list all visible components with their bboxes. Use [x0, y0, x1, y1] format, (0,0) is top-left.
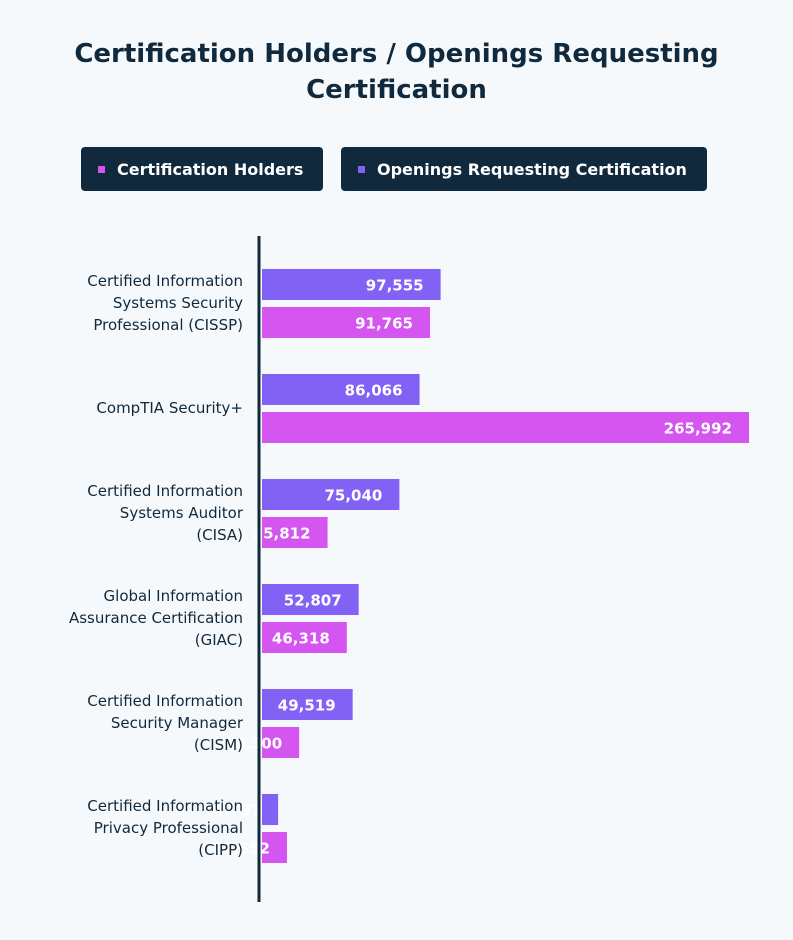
- category-label-3-line-1: Assurance Certification: [69, 609, 243, 627]
- category-label-0-line-1: Systems Security: [113, 294, 243, 312]
- data-label-holders-4: 20,300: [224, 735, 282, 753]
- data-label-openings-1: 86,066: [345, 382, 403, 400]
- category-label-3-line-2: (GIAC): [195, 631, 243, 649]
- data-label-openings-3: 52,807: [284, 592, 342, 610]
- legend-item-openings: Openings Requesting Certification: [341, 147, 707, 191]
- bar-openings-1: [262, 374, 420, 405]
- legend-swatch-openings: [358, 165, 365, 173]
- legend-swatch-holders: [98, 165, 105, 173]
- category-label-5-line-1: Privacy Professional: [94, 819, 243, 837]
- category-label-0-line-0: Certified Information: [87, 272, 243, 290]
- data-label-holders-5: 13,652: [212, 840, 270, 858]
- bar-holders-1: [262, 412, 749, 443]
- bar-holders-2: [262, 517, 328, 548]
- category-label-2-line-2: (CISA): [196, 526, 243, 544]
- bar-openings-0: [262, 269, 441, 300]
- category-label-1-line-0: CompTIA Security+: [96, 399, 243, 417]
- category-label-4-line-1: Security Manager: [111, 714, 244, 732]
- category-label-5-line-2: (CIPP): [198, 841, 243, 859]
- category-label-5-line-0: Certified Information: [87, 797, 243, 815]
- bar-holders-4: [262, 727, 300, 758]
- category-label-2-line-1: Systems Auditor: [120, 504, 244, 522]
- bar-openings-3: [262, 584, 359, 615]
- bar-openings-4: [262, 689, 353, 720]
- category-label-3-line-0: Global Information: [104, 587, 243, 605]
- category-label-4-line-0: Certified Information: [87, 692, 243, 710]
- data-label-holders-0: 91,765: [355, 315, 413, 333]
- data-label-openings-5: 8,797: [214, 802, 261, 820]
- bar-openings-5: [262, 794, 279, 825]
- data-label-openings-0: 97,555: [366, 277, 424, 295]
- legend-item-certification-holders: Certification Holders: [81, 147, 323, 191]
- legend-label-openings: Openings Requesting Certification: [377, 159, 687, 179]
- category-label-4-line-2: (CISM): [194, 736, 243, 754]
- category-label-2-line-0: Certified Information: [87, 482, 243, 500]
- bar-holders-5: [262, 832, 287, 863]
- data-label-openings-4: 49,519: [278, 697, 336, 715]
- bar-holders-0: [262, 307, 431, 338]
- data-label-openings-2: 75,040: [324, 487, 382, 505]
- data-label-holders-2: 35,812: [253, 525, 311, 543]
- legend-label-holders: Certification Holders: [117, 159, 304, 179]
- chart-title: Certification Holders / Openings Request…: [74, 39, 719, 105]
- bar-holders-3: [262, 622, 347, 653]
- data-label-holders-1: 265,992: [664, 420, 732, 438]
- category-label-0-line-2: Professional (CISSP): [93, 316, 243, 334]
- bar-openings-2: [262, 479, 400, 510]
- data-label-holders-3: 46,318: [272, 630, 330, 648]
